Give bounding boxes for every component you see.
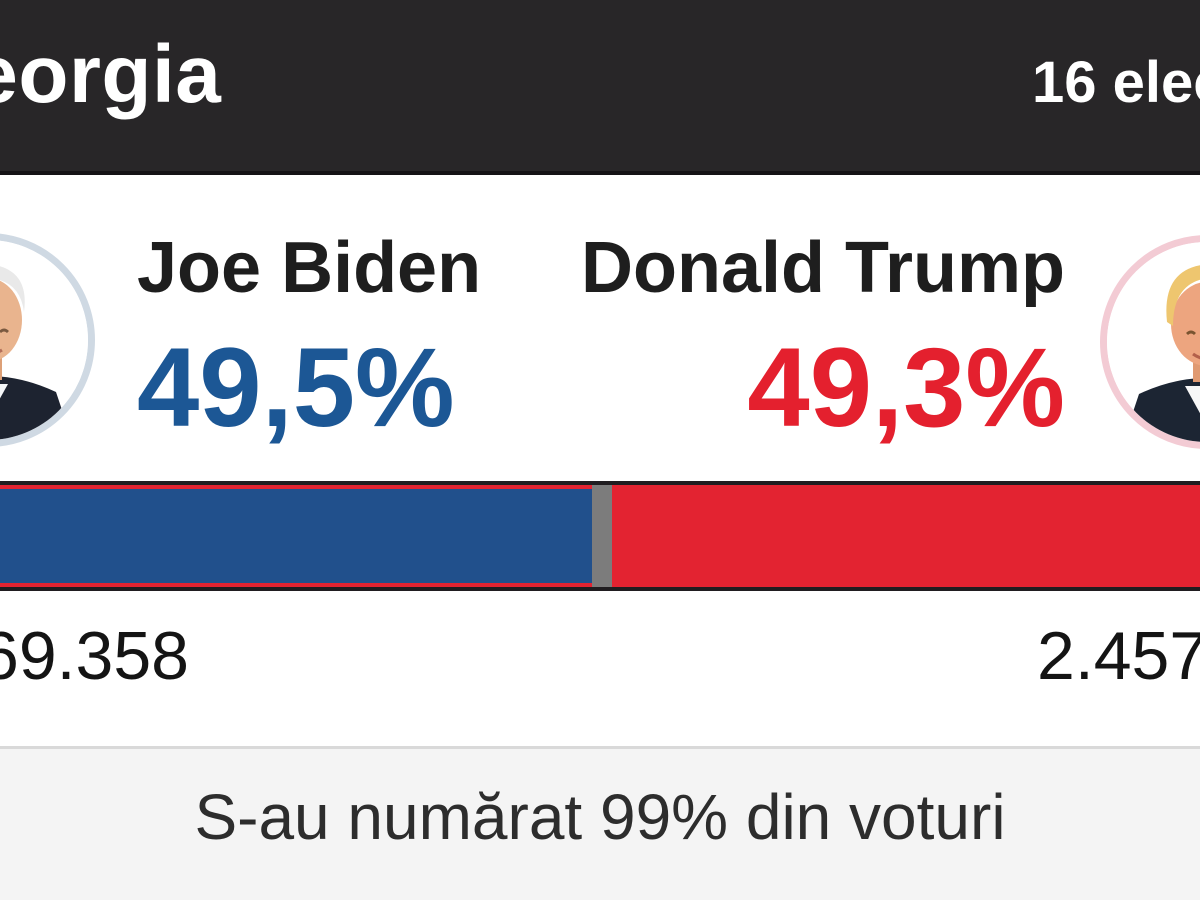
biden-photo (0, 240, 88, 440)
candidate-trump: Donald Trump 49,3% (581, 232, 1065, 444)
candidate-biden: Joe Biden 49,5% (137, 232, 481, 444)
trump-photo (1107, 242, 1200, 442)
vote-share-bar (0, 481, 1200, 591)
electors-count: 16 electori (1032, 50, 1200, 115)
count-status: S-au numărat 99% din voturi (194, 781, 1006, 853)
biden-avatar (0, 233, 95, 447)
region-title: Georgia (0, 29, 222, 120)
trump-votes: 2.457. (1037, 618, 1200, 694)
biden-name: Joe Biden (137, 228, 482, 308)
biden-votes: 69.358 (0, 618, 189, 694)
bar-divider (591, 485, 612, 587)
trump-percent: 49,3% (747, 325, 1065, 450)
bar-democrat (0, 489, 592, 583)
trump-avatar (1100, 235, 1200, 449)
card-footer: S-au numărat 99% din voturi (0, 746, 1200, 900)
card-header: Georgia 16 electori (0, 0, 1200, 175)
biden-percent: 49,5% (137, 325, 455, 450)
trump-name: Donald Trump (581, 228, 1065, 308)
